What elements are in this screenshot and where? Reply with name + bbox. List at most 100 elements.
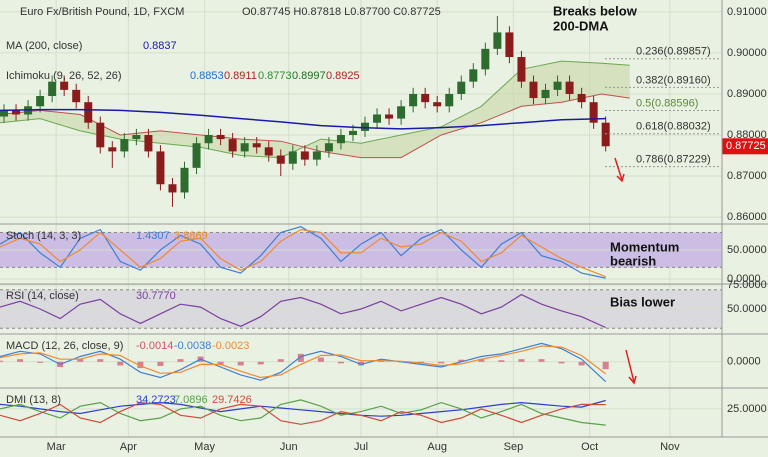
candle-body [541,89,550,99]
line [0,401,606,425]
candle-body [132,135,141,140]
histogram-bar [117,361,124,366]
candle-body [577,93,586,103]
y-tick-label: 50.0000 [727,303,767,315]
legend-name: RSI (14, close) [6,290,79,302]
legend-value: 7.0896 [174,394,208,406]
candle-body [421,93,430,103]
y-tick-label: 50.0000 [727,244,767,256]
legend-name: DMI (13, 8) [6,394,61,406]
line [0,226,606,279]
candle-body [252,143,261,148]
candle-body [361,122,370,131]
arrow [625,349,635,383]
annotation: Momentum [610,239,679,254]
candle-body [589,102,598,123]
y-tick-label: 0.0000 [727,273,761,285]
arrow [614,157,623,181]
candle-body [373,114,382,123]
candle-body [517,57,526,82]
candle-body [445,93,454,107]
candle-body [385,114,394,119]
candle-body [481,48,490,70]
candle-body [288,151,297,164]
line [0,345,607,379]
histogram-bar [538,359,545,362]
histogram-bar [498,360,505,362]
line [0,293,606,329]
legend-value: -0.0014 [136,340,173,352]
x-tick-label: Mar [47,441,66,453]
histogram-bar [358,361,364,366]
histogram-bar [558,361,565,364]
histogram-bar [37,361,44,363]
y-tick-label: 25.0000 [727,403,767,415]
candle-body [60,81,69,90]
candle-body [168,184,177,193]
line [0,93,630,159]
fib-label: 0.236(0.89857) [636,46,711,58]
candle-body [72,89,81,103]
line [0,342,607,383]
y-tick-label: 0.0000 [727,356,761,368]
legend-name: Ichimoku (9, 26, 52, 26) [6,70,122,82]
line [0,399,606,417]
candle-body [228,139,237,152]
histogram-bar [177,359,184,362]
histogram-bar [297,353,304,362]
price-tag [722,138,768,155]
candle-body [409,93,418,107]
fib-label: 0.5(0.88596) [636,97,698,109]
legend-value: 29.7426 [212,394,252,406]
legend-value: 0.8925 [326,70,360,82]
y-tick-label: 0.88000 [727,129,767,141]
price-tag-label: 0.87725 [726,140,766,152]
candle-body [397,106,406,119]
legend-value: 0.8853 [190,70,224,82]
histogram-bar [602,361,609,370]
legend-value: 0.8911 [224,70,257,82]
legend-name: MA (200, close) [6,40,82,52]
candle-body [601,122,610,147]
candle-body [240,143,249,152]
arrow-head [628,375,637,385]
histogram-bar [0,360,3,362]
candle-body [324,143,333,152]
candle-body [469,69,478,82]
symbol: Euro Fx/British Pound, 1D, FXCM [20,6,184,18]
candle-body [120,139,129,152]
histogram-bar [257,361,264,365]
legend-name: MACD (12, 26, close, 9) [6,340,123,352]
legend-value: 0.8773 [258,70,292,82]
x-tick-label: Aug [427,441,447,453]
legend-value: 3.8869 [174,230,208,242]
x-tick-label: Apr [120,441,137,453]
cloud-fill [0,61,630,158]
candle-body [84,102,93,123]
histogram-bar [317,357,324,362]
candle-body [565,81,574,94]
x-tick-label: Sep [504,441,524,453]
candle-body [96,122,105,148]
candle-body [276,155,285,164]
line [0,60,630,159]
x-tick-label: Jun [280,441,298,453]
histogram-bar [518,359,525,362]
legend-name: Stoch (14, 3, 3) [6,230,81,242]
legend-value: 1.4307 [136,230,170,242]
histogram-bar [337,361,344,364]
line [0,228,606,278]
fib-label: 0.382(0.89160) [636,74,711,86]
x-tick-label: Jul [354,441,368,453]
candle-body [156,151,165,185]
histogram-bar [137,361,144,369]
line [0,399,606,426]
candle-body [180,167,189,193]
fib-label: 0.786(0.87229) [636,154,711,166]
histogram-bar [237,361,244,366]
candle-body [0,110,9,117]
legend-value: -0.0023 [212,340,249,352]
candle-body [48,81,57,97]
candle-body [108,147,117,152]
